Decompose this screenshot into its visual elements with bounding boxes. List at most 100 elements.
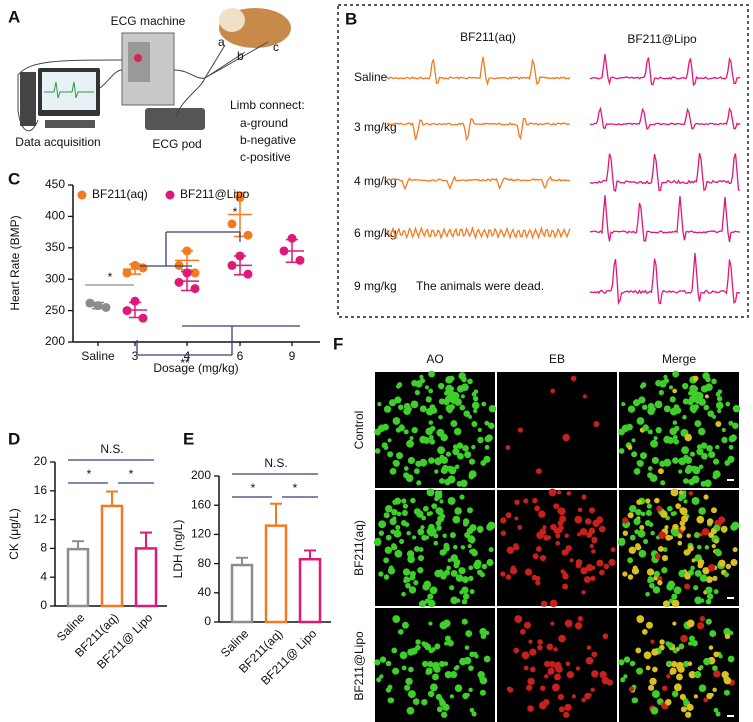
cell bbox=[437, 446, 446, 455]
cell bbox=[527, 677, 535, 686]
cell bbox=[510, 565, 516, 571]
cell bbox=[703, 404, 710, 411]
cell bbox=[477, 436, 484, 444]
cell bbox=[374, 448, 381, 454]
cell bbox=[423, 437, 430, 444]
cell bbox=[406, 550, 415, 558]
cell bbox=[479, 627, 487, 636]
cell bbox=[684, 433, 692, 442]
cell bbox=[439, 499, 444, 504]
cell bbox=[477, 671, 485, 679]
cell bbox=[415, 639, 421, 645]
x-tick-label: 6 bbox=[237, 349, 244, 363]
cell bbox=[645, 621, 653, 629]
cell bbox=[483, 455, 491, 463]
cell bbox=[587, 692, 592, 698]
significance: N.S. bbox=[100, 442, 123, 456]
cell bbox=[688, 491, 694, 496]
cell bbox=[470, 524, 476, 531]
y-tick-label: 450 bbox=[45, 177, 65, 191]
cell bbox=[654, 497, 660, 504]
cell bbox=[601, 676, 610, 685]
label: Limb connect: bbox=[230, 98, 305, 112]
cell bbox=[398, 424, 406, 432]
cell bbox=[432, 664, 438, 670]
cell bbox=[670, 488, 679, 497]
cell bbox=[466, 507, 474, 514]
cell bbox=[468, 575, 474, 582]
cell bbox=[653, 570, 660, 578]
cell bbox=[464, 451, 472, 459]
significance: * bbox=[129, 467, 134, 481]
cell bbox=[596, 559, 604, 567]
cell bbox=[550, 523, 557, 531]
cell bbox=[429, 683, 438, 692]
cell bbox=[378, 530, 385, 536]
cell bbox=[555, 533, 561, 539]
cell bbox=[461, 598, 468, 605]
cell bbox=[712, 575, 718, 582]
cell bbox=[429, 586, 438, 595]
cell bbox=[391, 647, 398, 654]
cell bbox=[447, 558, 452, 563]
cell bbox=[442, 703, 450, 711]
significance: * bbox=[251, 481, 256, 495]
cell bbox=[525, 684, 533, 691]
cell bbox=[557, 507, 565, 514]
cell bbox=[673, 438, 680, 445]
cell bbox=[471, 444, 476, 450]
cell bbox=[627, 574, 634, 580]
cell bbox=[650, 530, 655, 536]
cell bbox=[591, 549, 596, 554]
row-label: 6 mg/kg bbox=[354, 226, 397, 240]
cell bbox=[728, 420, 734, 426]
data-point bbox=[279, 246, 289, 256]
cell bbox=[453, 427, 462, 436]
cell bbox=[422, 505, 429, 512]
cell bbox=[500, 517, 507, 524]
cell bbox=[427, 660, 434, 668]
cell bbox=[672, 523, 679, 531]
cell bbox=[555, 540, 561, 546]
cell bbox=[584, 518, 592, 525]
cell bbox=[462, 593, 470, 600]
cell bbox=[450, 671, 458, 679]
cell bbox=[653, 436, 658, 441]
cell bbox=[649, 577, 655, 583]
cell bbox=[411, 426, 418, 434]
cell bbox=[442, 533, 447, 538]
cell bbox=[704, 479, 712, 488]
cell bbox=[627, 445, 633, 450]
cell bbox=[416, 510, 424, 518]
cell bbox=[473, 408, 478, 414]
cell bbox=[420, 525, 425, 530]
cell bbox=[409, 570, 416, 578]
cell bbox=[657, 546, 664, 552]
cell bbox=[409, 436, 414, 441]
cell bbox=[663, 405, 671, 413]
cell bbox=[401, 591, 406, 597]
cell bbox=[469, 707, 475, 713]
column-header: Merge bbox=[662, 352, 696, 366]
cell bbox=[581, 590, 586, 595]
cell bbox=[422, 660, 428, 667]
cell bbox=[402, 503, 408, 509]
cell bbox=[388, 399, 397, 407]
cell bbox=[680, 706, 687, 713]
cell bbox=[379, 656, 387, 663]
cell bbox=[663, 458, 672, 467]
cell bbox=[505, 574, 512, 580]
cell bbox=[684, 467, 692, 475]
cell bbox=[661, 567, 668, 574]
y-tick-label: 12 bbox=[34, 512, 48, 526]
cell bbox=[561, 549, 568, 556]
cell bbox=[714, 539, 719, 544]
cell bbox=[673, 404, 680, 411]
cell bbox=[650, 706, 659, 715]
cell bbox=[699, 664, 704, 670]
cell bbox=[479, 676, 488, 685]
cell bbox=[687, 545, 694, 552]
cell bbox=[713, 670, 721, 678]
cell bbox=[540, 600, 548, 607]
cell bbox=[642, 404, 648, 411]
